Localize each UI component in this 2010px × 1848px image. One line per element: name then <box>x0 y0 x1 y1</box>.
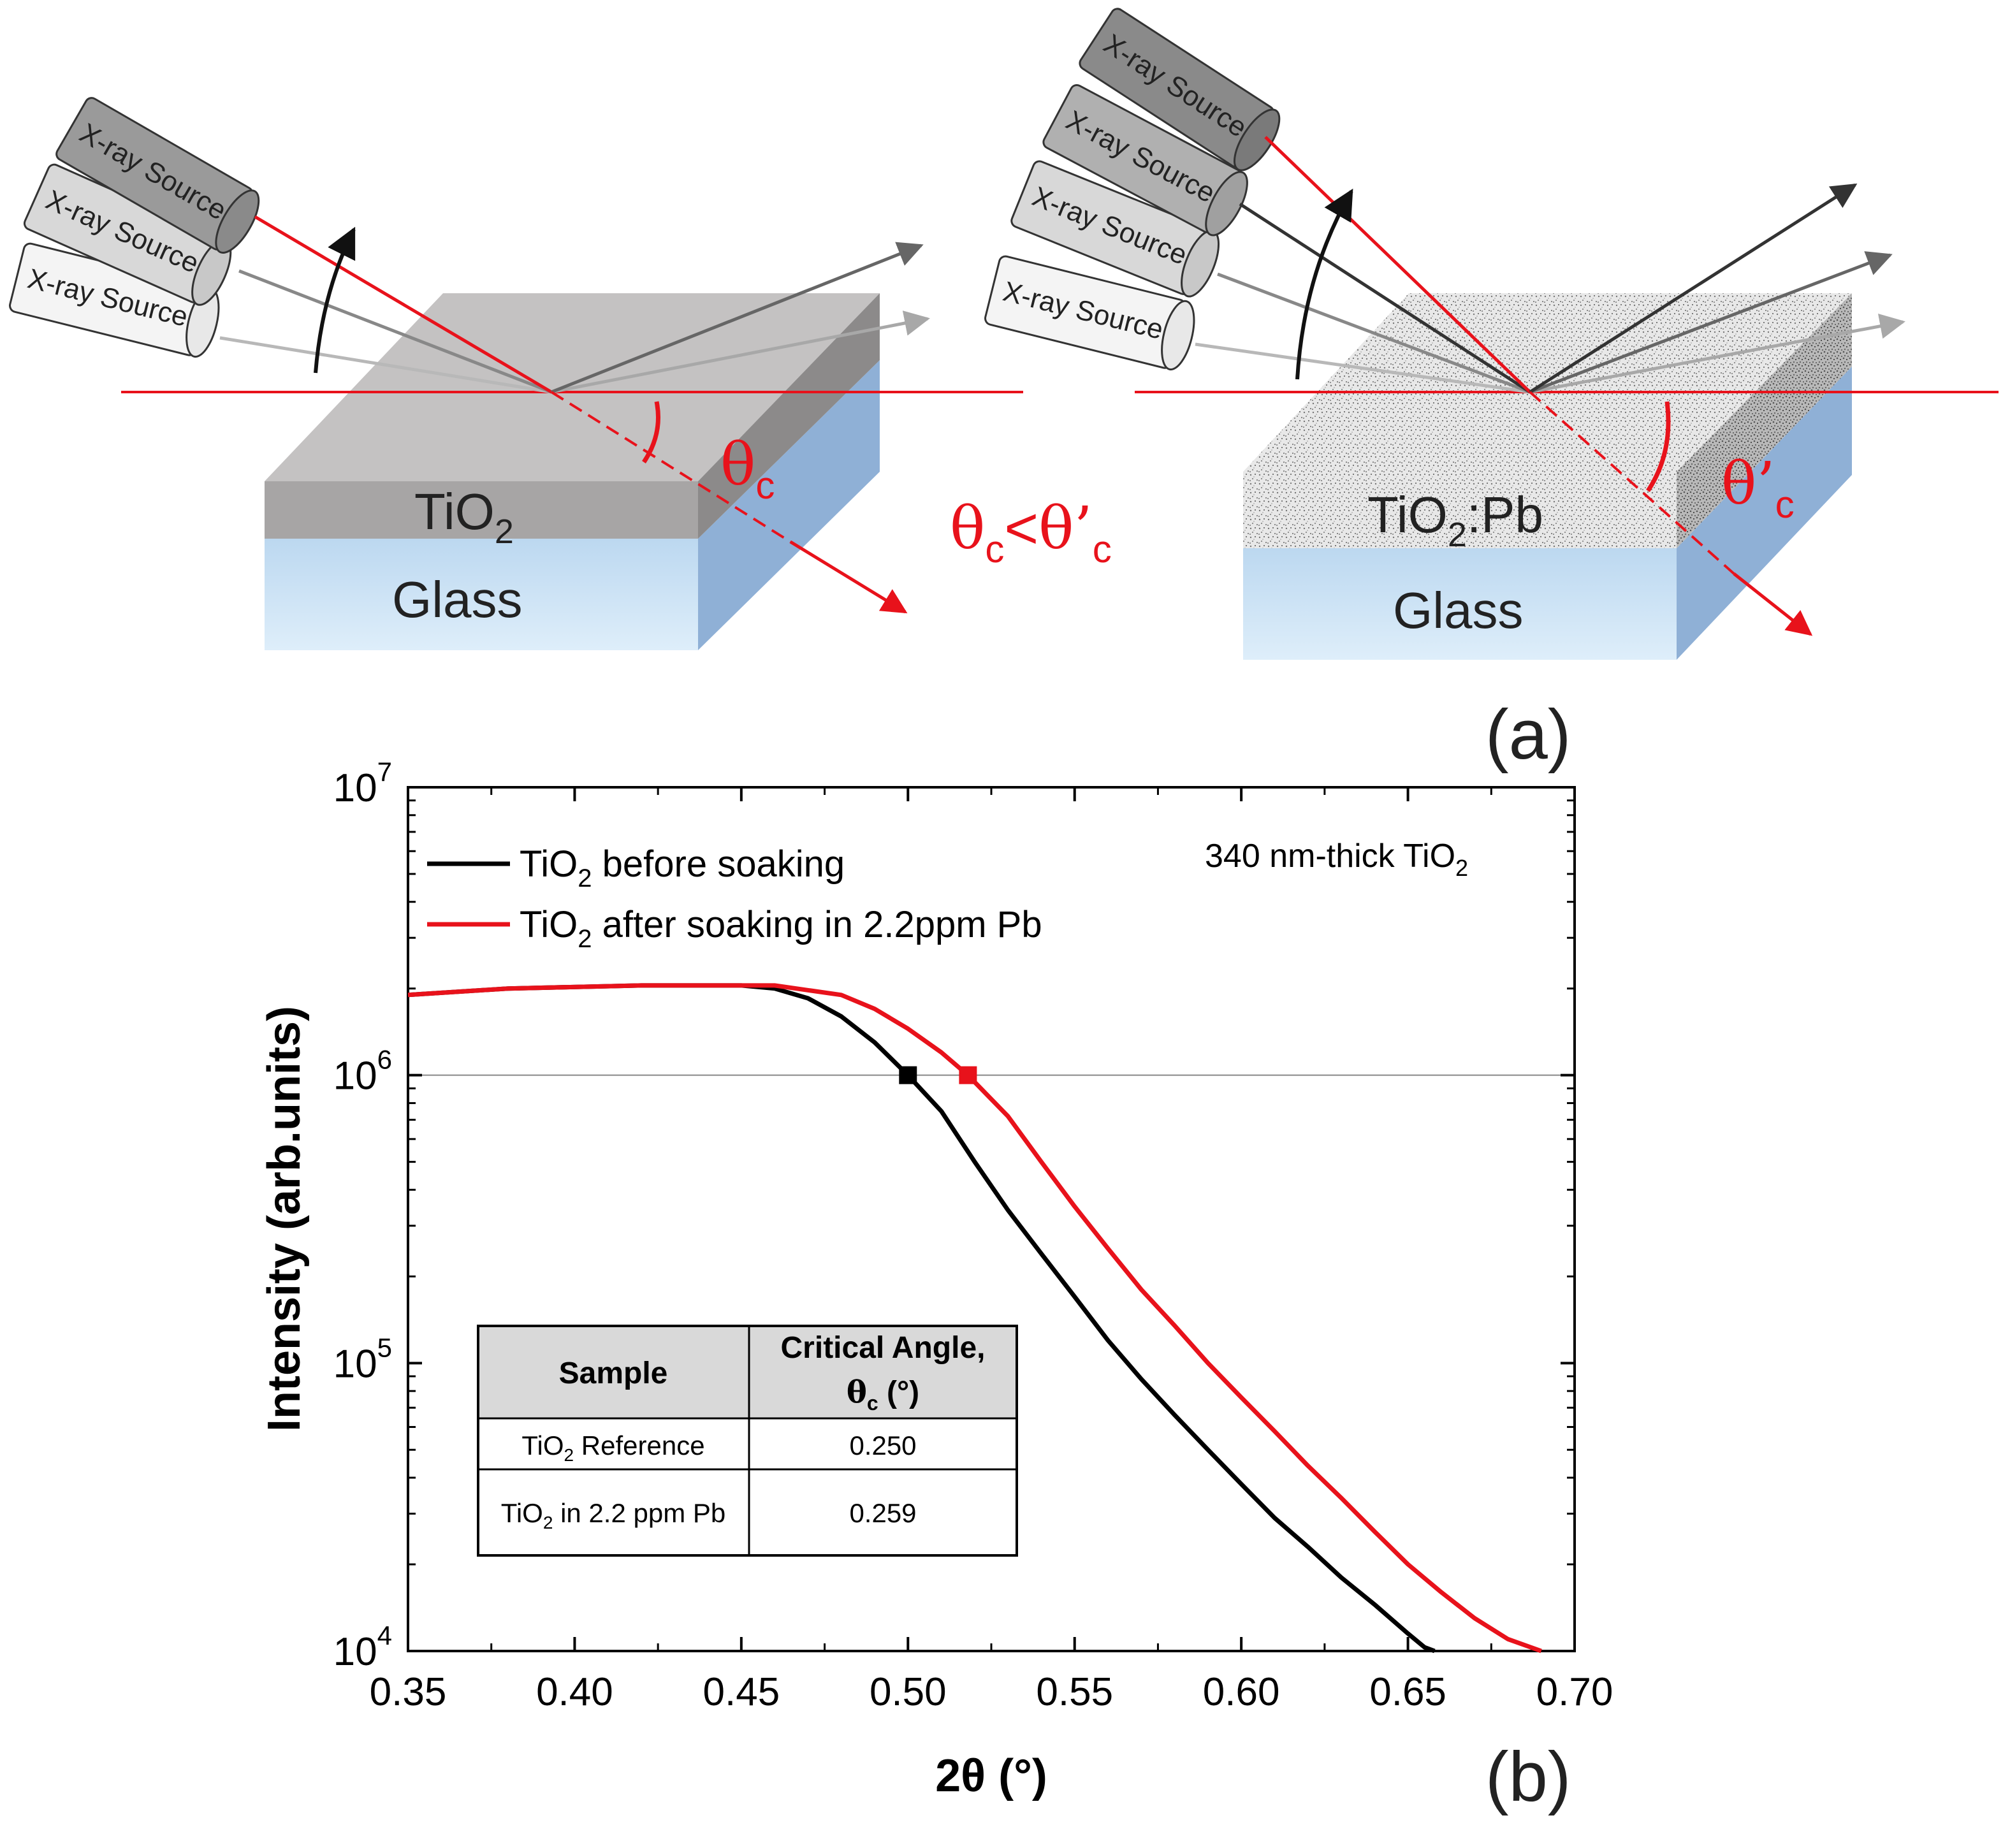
critical-angle-table: Sample Critical Angle, θc (°) TiO2 Refer… <box>477 1325 1018 1557</box>
right-rotation-arrow <box>1295 188 1353 380</box>
right-substrate-label: Glass <box>1393 582 1524 639</box>
x-tick-label: 0.65 <box>1369 1670 1446 1714</box>
right-film-side <box>1677 293 1852 548</box>
right-angle-arc <box>1646 401 1671 492</box>
y-tick-label: 107 <box>333 757 392 810</box>
series-marker-0 <box>899 1066 917 1084</box>
x-tick-label: 0.70 <box>1536 1670 1613 1714</box>
left-substrate-label: Glass <box>392 571 523 628</box>
right-beam-dark <box>1239 202 1531 394</box>
left-refract-dashed <box>550 391 792 543</box>
right-reflect-light <box>1529 313 1905 394</box>
right-film-label: TiO2:Pb <box>1367 486 1543 554</box>
table-body-bg <box>478 1418 1017 1555</box>
x-tick-label: 0.50 <box>870 1670 947 1714</box>
x-tick-label: 0.55 <box>1036 1670 1113 1714</box>
x-tick-label: 0.60 <box>1203 1670 1280 1714</box>
table-row2-sample: TiO2 in 2.2 ppm Pb <box>501 1498 726 1532</box>
panel-b-chart: 0.35 0.40 0.45 0.50 0.55 0.60 0.65 0.70 1041051… <box>259 757 1613 1816</box>
y-tick-label: 106 <box>333 1045 392 1098</box>
table-header-angle-line2: θc (°) <box>847 1374 919 1415</box>
table-row2-value: 0.259 <box>849 1498 916 1528</box>
series-marker-1 <box>959 1066 977 1084</box>
left-film-front <box>265 481 698 539</box>
panel-b-label: (b) <box>1485 1738 1571 1816</box>
right-reflect-mid <box>1529 251 1893 394</box>
right-refract-dashed <box>1529 391 1735 575</box>
legend-label-after: TiO2 after soaking in 2.2ppm Pb <box>520 904 1042 953</box>
right-beam-light <box>1195 342 1531 394</box>
table-header-angle-line1: Critical Angle, <box>781 1331 986 1365</box>
table-row1-sample: TiO2 Reference <box>521 1430 704 1465</box>
left-angle-arc <box>642 401 660 463</box>
y-tick-label: 105 <box>333 1332 392 1386</box>
right-beam-red <box>1264 136 1531 393</box>
table-header-bg <box>478 1326 1017 1418</box>
right-film-front <box>1243 472 1677 548</box>
left-glass-front <box>265 539 698 650</box>
panel-a-left: TiO2 Glass X-ray Source X-ray Source X-r… <box>9 97 1023 650</box>
left-beam-red <box>254 215 553 394</box>
series-line-0 <box>407 983 1436 1654</box>
thickness-annotation: 340 nm-thick TiO2 <box>1205 838 1468 881</box>
y-axis: 104 105 106 107 <box>333 757 1575 1674</box>
left-reflect-light <box>551 310 930 394</box>
x-tick-label: 0.40 <box>536 1670 613 1714</box>
table-border <box>477 1325 1018 1557</box>
legend-label-before: TiO2 before soaking <box>520 843 845 892</box>
left-beam-light <box>219 336 552 394</box>
series-group <box>407 983 1542 1654</box>
left-glass-side <box>698 360 880 650</box>
legend: TiO2 before soaking TiO2 after soaking i… <box>427 843 1042 953</box>
x-tick-label: 0.45 <box>703 1670 780 1714</box>
left-theta-label: θc <box>720 430 775 507</box>
x-axis-label: 2θ (°) <box>935 1750 1047 1801</box>
right-glass-side <box>1677 367 1852 660</box>
y-axis-label: Intensity (arb.units) <box>259 1006 310 1432</box>
left-reflect-mid <box>551 242 924 394</box>
left-film-side <box>698 293 880 539</box>
series-line-1 <box>407 983 1542 1654</box>
panel-a-right: TiO2:Pb Glass X-ray Source X-ray Source … <box>984 8 1999 660</box>
right-theta-label: θ’c <box>1721 449 1795 526</box>
y-tick-label: 104 <box>333 1620 392 1674</box>
theta-comparison: θc<θ’c <box>950 494 1112 571</box>
left-film-label: TiO2 <box>414 483 514 551</box>
left-beam-mid <box>238 269 552 394</box>
panel-a-label: (a) <box>1485 695 1571 774</box>
right-refract-arrow <box>1733 572 1813 636</box>
table-header-sample: Sample <box>559 1357 668 1390</box>
right-glass-front <box>1243 548 1677 660</box>
table-row1-value: 0.250 <box>849 1430 916 1460</box>
right-reflect-dark <box>1529 183 1858 394</box>
left-refract-arrow <box>789 540 908 614</box>
left-rotation-arrow <box>314 226 356 374</box>
x-axis: 0.35 0.40 0.45 0.50 0.55 0.60 0.65 0.70 <box>370 787 1613 1714</box>
right-beam-mid <box>1217 272 1531 394</box>
x-tick-label: 0.35 <box>370 1670 447 1714</box>
